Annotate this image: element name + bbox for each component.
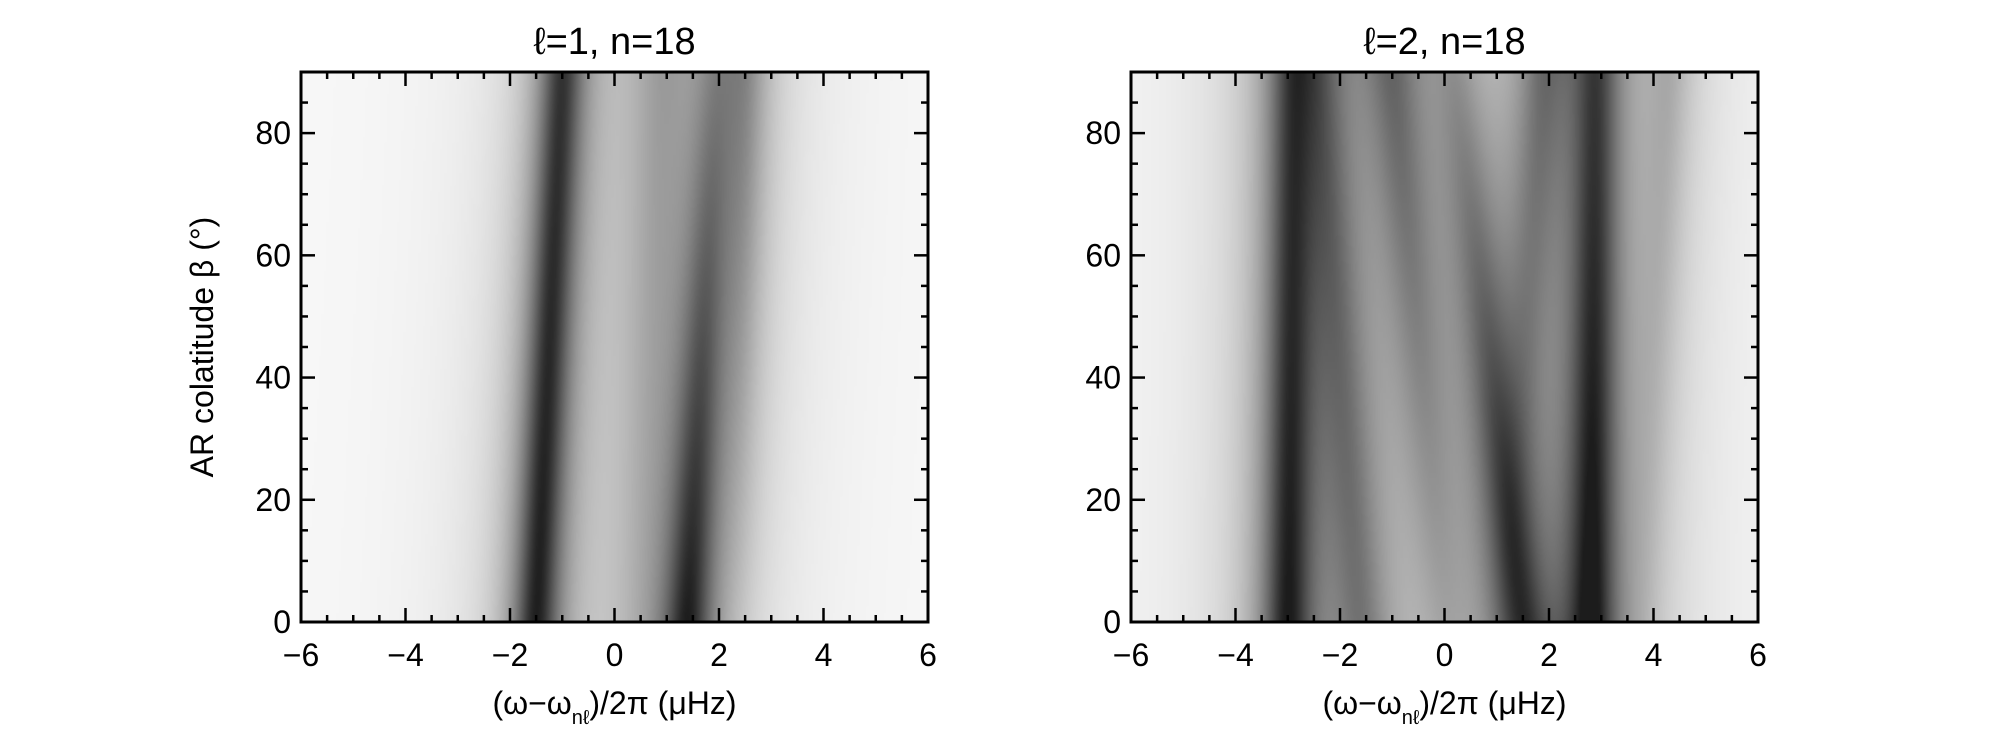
y-tick-label: 80 bbox=[255, 115, 291, 151]
y-tick-label: 20 bbox=[255, 482, 291, 518]
y-axis-label: AR colatitude β (°) bbox=[184, 217, 220, 478]
x-tick-label: −4 bbox=[387, 637, 423, 673]
y-tick-label: 60 bbox=[1085, 237, 1121, 273]
x-tick-label: 0 bbox=[1436, 637, 1454, 673]
x-tick-label: 6 bbox=[919, 637, 937, 673]
x-tick-label: 4 bbox=[815, 637, 833, 673]
x-tick-label: 0 bbox=[606, 637, 624, 673]
y-tick-label: 40 bbox=[1085, 360, 1121, 396]
y-tick-label: 60 bbox=[255, 237, 291, 273]
y-tick-label: 0 bbox=[1103, 604, 1121, 640]
y-tick-label: 20 bbox=[1085, 482, 1121, 518]
panel-title: ℓ=1, n=18 bbox=[533, 21, 695, 63]
x-tick-label: −4 bbox=[1217, 637, 1253, 673]
y-tick-label: 40 bbox=[255, 360, 291, 396]
y-tick-label: 80 bbox=[1085, 115, 1121, 151]
heatmap-image bbox=[301, 72, 928, 622]
x-axis-label: (ω−ωnℓ)/2π (μHz) bbox=[1322, 685, 1566, 729]
x-tick-label: −2 bbox=[1322, 637, 1358, 673]
x-tick-label: −6 bbox=[283, 637, 319, 673]
x-tick-label: 6 bbox=[1749, 637, 1767, 673]
x-tick-label: 2 bbox=[1540, 637, 1558, 673]
x-tick-label: 2 bbox=[710, 637, 728, 673]
heatmap-image bbox=[1131, 72, 1758, 622]
panel-title: ℓ=2, n=18 bbox=[1363, 21, 1525, 63]
x-tick-label: 4 bbox=[1645, 637, 1663, 673]
x-tick-label: −2 bbox=[492, 637, 528, 673]
x-axis-label: (ω−ωnℓ)/2π (μHz) bbox=[492, 685, 736, 729]
y-tick-label: 0 bbox=[273, 604, 291, 640]
x-tick-label: −6 bbox=[1113, 637, 1149, 673]
